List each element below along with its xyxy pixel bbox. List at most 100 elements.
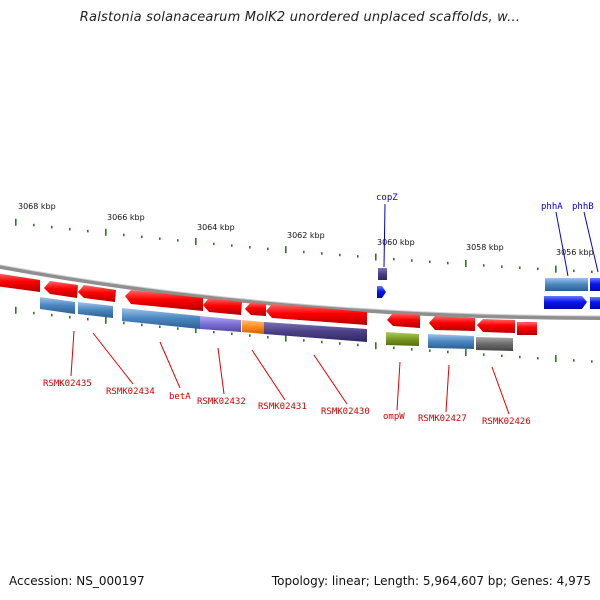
- ruler-minor-tick: [411, 259, 413, 262]
- cds-block[interactable]: [428, 334, 474, 349]
- cds-block[interactable]: [545, 278, 588, 291]
- ruler-minor-tick: [303, 339, 305, 342]
- ruler-label-3058: 3058 kbp: [466, 243, 504, 252]
- gene-arrow[interactable]: [125, 290, 203, 311]
- ruler-major-tick: [285, 334, 287, 342]
- cds-block[interactable]: [386, 332, 419, 346]
- gene-arrow[interactable]: [0, 273, 40, 292]
- cds-block[interactable]: [378, 268, 387, 280]
- ruler-major-tick: [555, 265, 557, 273]
- ruler-minor-tick: [159, 237, 161, 240]
- ruler-minor-tick: [231, 244, 233, 247]
- ruler-minor-tick: [33, 311, 35, 315]
- gene-arrow[interactable]: [590, 297, 600, 309]
- ruler-minor-tick: [321, 340, 323, 344]
- gene-label-rsmk02432[interactable]: RSMK02432: [197, 397, 246, 407]
- cds-block[interactable]: [590, 278, 600, 291]
- ruler-minor-tick: [393, 346, 395, 350]
- cds-block[interactable]: [264, 322, 367, 342]
- gene-arrow[interactable]: [387, 313, 420, 328]
- accession-text: Accession: NS_000197: [9, 574, 145, 588]
- ruler-label-3068: 3068 kbp: [18, 202, 56, 211]
- ruler-minor-tick: [141, 235, 143, 239]
- ruler-major-tick: [195, 237, 197, 245]
- ruler-minor-tick: [573, 359, 575, 362]
- ruler-minor-tick: [357, 255, 359, 258]
- ruler-minor-tick: [123, 321, 125, 325]
- gene-arrow[interactable]: [429, 316, 475, 331]
- ruler-major-tick: [375, 253, 377, 261]
- ruler-major-tick: [15, 218, 17, 226]
- ruler-minor-tick: [213, 242, 215, 246]
- ruler-minor-tick: [429, 260, 431, 264]
- ruler-minor-tick: [519, 266, 521, 269]
- ruler-minor-tick: [573, 269, 575, 273]
- ruler-major-tick: [375, 342, 377, 350]
- ruler-minor-tick: [501, 265, 503, 268]
- ruler-minor-tick: [267, 247, 269, 251]
- ruler-minor-tick: [51, 313, 53, 317]
- gene-label-copz[interactable]: copZ: [376, 193, 398, 203]
- gene-label-ompw[interactable]: ompW: [383, 412, 405, 422]
- ruler-minor-tick: [213, 330, 215, 334]
- ruler-minor-tick: [69, 227, 71, 231]
- red-gene-track: [0, 273, 537, 335]
- ruler-minor-tick: [519, 355, 521, 359]
- outer-ruler: [15, 218, 593, 274]
- ruler-major-tick: [465, 260, 467, 268]
- ruler-minor-tick: [357, 343, 359, 347]
- cds-block[interactable]: [40, 297, 75, 314]
- ruler-major-tick: [105, 316, 107, 324]
- ruler-minor-tick: [483, 264, 485, 267]
- gene-label-phha[interactable]: phhA: [541, 202, 563, 212]
- gene-label-rsmk02426[interactable]: RSMK02426: [482, 417, 531, 427]
- cds-block[interactable]: [476, 337, 513, 351]
- gene-arrow[interactable]: [78, 285, 116, 302]
- gene-label-rsmk02430[interactable]: RSMK02430: [321, 407, 370, 417]
- gene-arrow[interactable]: [44, 281, 78, 298]
- ruler-minor-tick: [321, 252, 323, 255]
- ruler-label-3066: 3066 kbp: [107, 213, 145, 222]
- ruler-major-tick: [285, 246, 287, 254]
- gene-arrow[interactable]: [266, 304, 367, 325]
- gene-label-rsmk02431[interactable]: RSMK02431: [258, 402, 307, 412]
- cds-block[interactable]: [122, 308, 200, 329]
- ruler-minor-tick: [87, 229, 89, 233]
- ruler-minor-tick: [411, 348, 413, 351]
- ruler-minor-tick: [501, 354, 503, 358]
- topology-summary: Topology: linear; Length: 5,964,607 bp; …: [271, 574, 591, 588]
- gene-label-rsmk02427[interactable]: RSMK02427: [418, 414, 467, 424]
- ruler-minor-tick: [483, 353, 485, 356]
- ruler-label-3064: 3064 kbp: [197, 223, 235, 232]
- gene-arrow[interactable]: [477, 319, 515, 333]
- ruler-major-tick: [105, 228, 107, 236]
- ruler-label-3060: 3060 kbp: [377, 238, 415, 247]
- gene-label-rsmk02434[interactable]: RSMK02434: [106, 387, 155, 397]
- ruler-minor-tick: [537, 267, 539, 271]
- gene-arrow[interactable]: [203, 298, 242, 315]
- gene-label-phhb[interactable]: phhB: [572, 202, 594, 212]
- cds-block[interactable]: [242, 320, 264, 334]
- gene-arrow[interactable]: [245, 302, 266, 316]
- gene-label-beta[interactable]: betA: [169, 392, 191, 402]
- cds-track: [40, 297, 513, 351]
- cds-block[interactable]: [200, 316, 241, 332]
- ruler-minor-tick: [339, 253, 341, 257]
- gene-label-rsmk02435[interactable]: RSMK02435: [43, 379, 92, 389]
- ruler-minor-tick: [33, 223, 35, 227]
- ruler-minor-tick: [303, 250, 305, 254]
- blue-gene-track: [377, 268, 600, 309]
- cds-block[interactable]: [78, 302, 113, 318]
- gene-arrow[interactable]: [517, 322, 537, 335]
- ruler-label-3062: 3062 kbp: [287, 231, 325, 240]
- ruler-minor-tick: [267, 335, 269, 339]
- inner-ruler: [15, 306, 593, 363]
- gene-arrow[interactable]: [377, 286, 386, 298]
- map-title: Ralstonia solanacearum MolK2 unordered u…: [79, 10, 521, 25]
- ruler-minor-tick: [249, 334, 251, 337]
- ruler-major-tick: [465, 349, 467, 357]
- ruler-minor-tick: [591, 270, 593, 274]
- gene-arrow[interactable]: [544, 296, 587, 309]
- ruler-major-tick: [15, 306, 17, 314]
